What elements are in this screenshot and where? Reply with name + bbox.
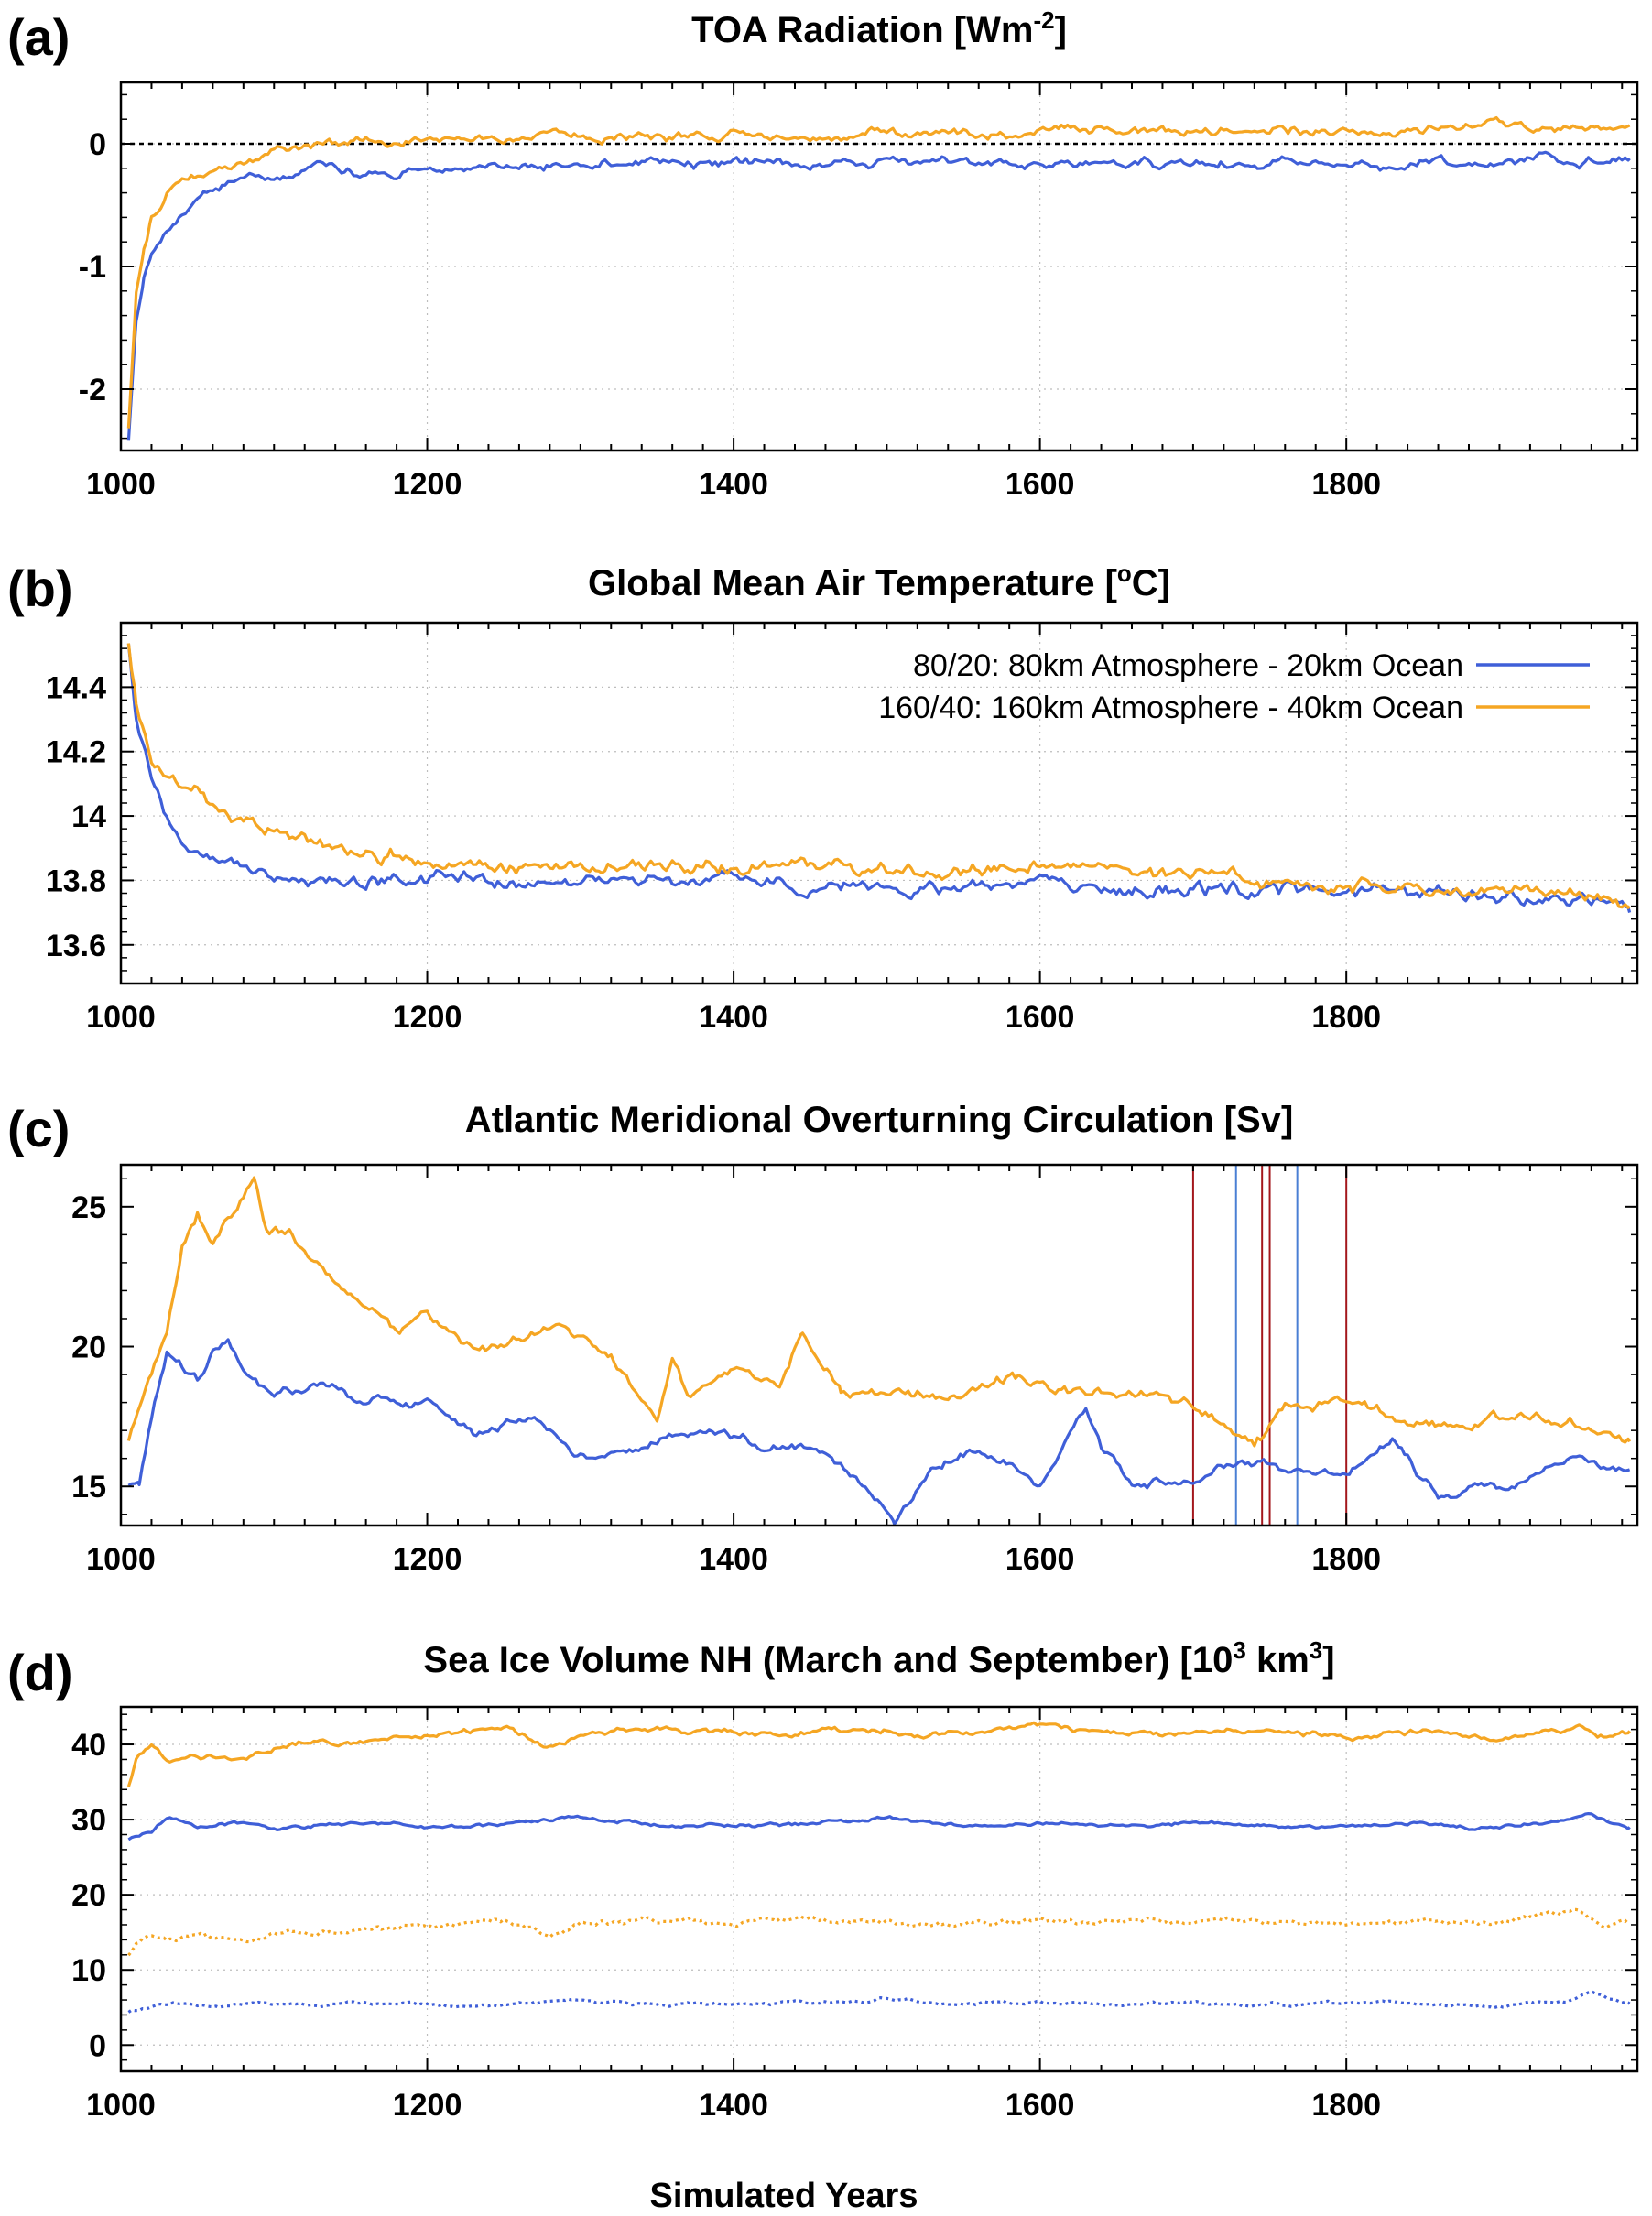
x-tick-label: 1000 xyxy=(86,467,156,502)
y-tick-label: 30 xyxy=(71,1803,106,1838)
plot-frame xyxy=(119,1705,1639,2073)
title-superscript: -2 xyxy=(1033,6,1054,34)
y-tick-label: 14 xyxy=(71,799,106,834)
series-line-run_80_20 xyxy=(127,1812,1631,1841)
title-text: C] xyxy=(1132,563,1170,603)
x-tick-label: 1600 xyxy=(1005,2088,1075,2123)
y-tick-label: 0 xyxy=(89,127,106,162)
x-tick-label: 1200 xyxy=(393,1000,462,1035)
x-tick-label: 1800 xyxy=(1311,467,1381,502)
series-line-run_80_20-dotted xyxy=(127,1989,1631,2014)
y-tick-label: 20 xyxy=(71,1331,106,1365)
legend-label-run_80_20: 80/20: 80km Atmosphere - 20km Ocean xyxy=(913,648,1463,683)
title-superscript: 3 xyxy=(1310,1636,1322,1664)
y-tick-label: -2 xyxy=(79,373,106,407)
title-text: Global Mean Air Temperature [ xyxy=(588,563,1117,603)
x-axis-label: Simulated Years xyxy=(650,2177,918,2215)
panel-letter: (a) xyxy=(7,8,70,66)
x-tick-label: 1600 xyxy=(1005,1000,1075,1035)
title-superscript: 3 xyxy=(1233,1636,1245,1664)
y-tick-label: 14.4 xyxy=(46,670,106,705)
series-line-run_160_40 xyxy=(126,115,1631,429)
y-tick-label: 20 xyxy=(71,1878,106,1913)
panel-letter: (d) xyxy=(7,1644,73,1701)
title-text: km xyxy=(1246,1640,1310,1680)
x-tick-label: 1200 xyxy=(393,1542,462,1577)
title-text: Atlantic Meridional Overturning Circulat… xyxy=(465,1100,1294,1140)
series-line-run_160_40 xyxy=(126,1176,1632,1448)
x-tick-label: 1600 xyxy=(1005,467,1075,502)
y-tick-label: 0 xyxy=(89,2028,106,2063)
panel-title: TOA Radiation [Wm-2] xyxy=(691,6,1067,50)
title-text: Sea Ice Volume NH (March and September) … xyxy=(423,1640,1233,1680)
series-line-run_80_20 xyxy=(126,150,1631,441)
legend-label-run_160_40: 160/40: 160km Atmosphere - 40km Ocean xyxy=(878,690,1463,725)
x-tick-label: 1000 xyxy=(86,2088,156,2123)
y-tick-label: 25 xyxy=(71,1190,106,1225)
panel-d: (d) Sea Ice Volume NH (March and Septembe… xyxy=(7,1636,1639,2123)
title-superscript: o xyxy=(1117,559,1132,587)
x-tick-label: 1400 xyxy=(699,467,768,502)
title-text: ] xyxy=(1322,1640,1334,1680)
y-tick-label: -1 xyxy=(79,250,106,285)
series-line-run_160_40 xyxy=(126,1721,1631,1787)
panel-letter: (c) xyxy=(7,1100,70,1157)
y-tick-label: 10 xyxy=(71,1953,106,1988)
x-tick-label: 1800 xyxy=(1311,2088,1381,2123)
title-text: TOA Radiation [Wm xyxy=(691,10,1033,50)
x-tick-label: 1800 xyxy=(1311,1542,1381,1577)
panel-a: (a) TOA Radiation [Wm-2]1000 1200 1400 1600 1… xyxy=(7,6,1639,502)
x-tick-label: 1400 xyxy=(699,1542,768,1577)
panel-c: (c) Atlantic Meridional Overturning Circu… xyxy=(7,1100,1639,1577)
x-tick-label: 1000 xyxy=(86,1000,156,1035)
plot-frame xyxy=(119,1163,1639,1527)
panel-title: Sea Ice Volume NH (March and September) … xyxy=(423,1636,1334,1680)
y-tick-label: 15 xyxy=(71,1470,106,1504)
y-tick-label: 40 xyxy=(71,1728,106,1763)
y-tick-label: 14.2 xyxy=(46,735,106,770)
series-line-run_80_20 xyxy=(126,643,1632,914)
x-tick-label: 1000 xyxy=(86,1542,156,1577)
series-line-run_160_40-dotted xyxy=(127,1907,1630,1957)
series-line-run_80_20 xyxy=(127,1338,1631,1526)
x-tick-label: 1800 xyxy=(1311,1000,1381,1035)
x-tick-label: 1600 xyxy=(1005,1542,1075,1577)
panel-letter: (b) xyxy=(7,559,73,617)
x-tick-label: 1400 xyxy=(699,2088,768,2123)
panel-title: Global Mean Air Temperature [oC] xyxy=(588,559,1170,603)
y-tick-label: 13.6 xyxy=(46,929,106,963)
legend: 80/20: 80km Atmosphere - 20km Ocean 160/4… xyxy=(878,648,1590,725)
panel-b: (b) Global Mean Air Temperature [oC] 1000 1… xyxy=(7,559,1639,1035)
series-line-run_160_40 xyxy=(126,643,1631,909)
panel-title: Atlantic Meridional Overturning Circulat… xyxy=(465,1100,1294,1140)
title-text: ] xyxy=(1055,10,1067,50)
y-tick-label: 13.8 xyxy=(46,864,106,898)
x-tick-label: 1200 xyxy=(393,2088,462,2123)
x-tick-label: 1400 xyxy=(699,1000,768,1035)
x-tick-label: 1200 xyxy=(393,467,462,502)
